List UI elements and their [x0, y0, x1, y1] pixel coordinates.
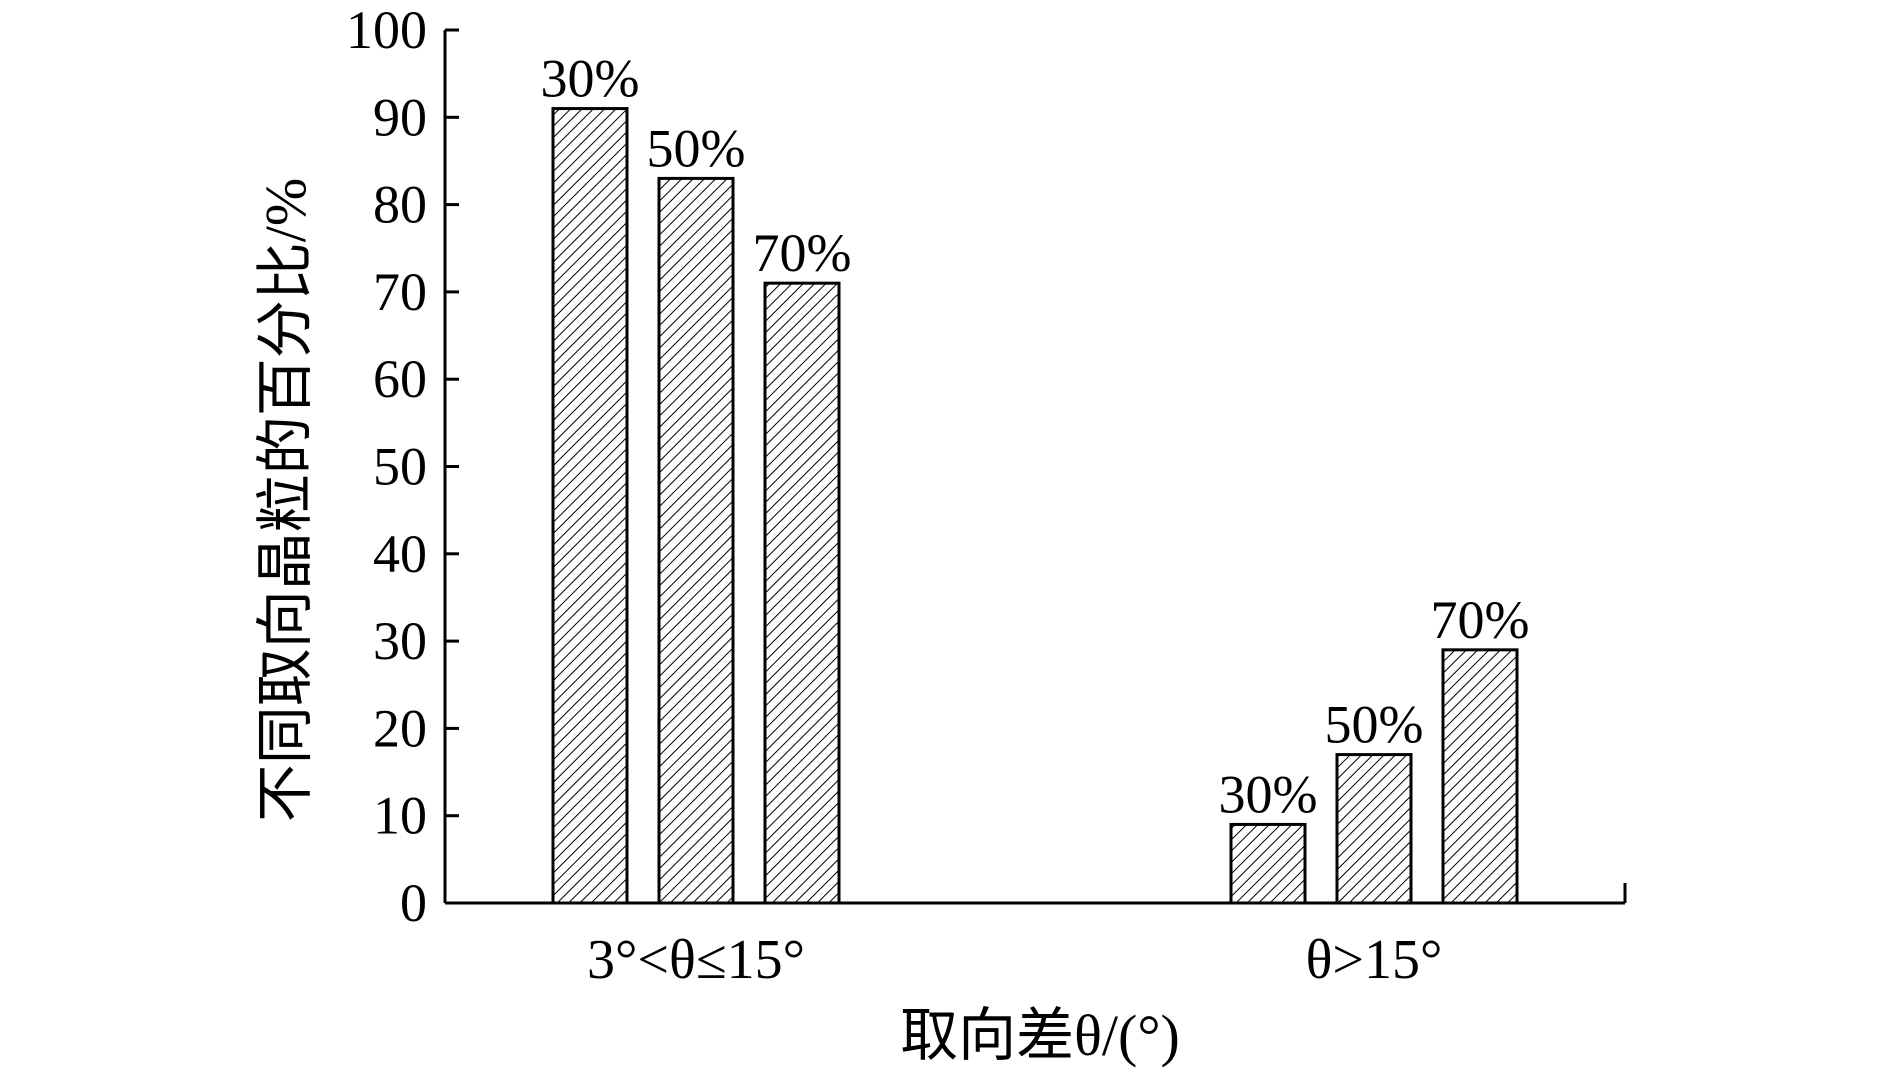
x-category-label: 3°<θ≤15° [587, 929, 805, 991]
bar-2-50pct [1335, 753, 1413, 905]
y-tick-label: 0 [400, 873, 427, 933]
bar-data-label: 50% [1325, 695, 1424, 755]
bar-2-70pct [1441, 648, 1519, 905]
y-axis-title: 不同取向晶粒的百分比/% [253, 178, 318, 822]
bar-data-label: 30% [541, 49, 640, 109]
bar-1-70pct [763, 281, 841, 905]
y-tick-label: 60 [373, 349, 427, 409]
labels-group: 30%50%70%30%50%70%3°<θ≤15° θ>15°取向差θ/(°)不… [253, 49, 1529, 1068]
bar-data-label: 70% [753, 223, 852, 283]
bar-data-label: 70% [1431, 590, 1530, 650]
x-category-label: θ>15° [1306, 929, 1443, 991]
y-ticks-group: 0 10 20 30 40 50 60 70 80 90 100 [346, 0, 459, 933]
bar-data-label: 50% [647, 118, 746, 178]
bars-group [551, 107, 1519, 905]
y-tick-label: 50 [373, 437, 427, 497]
y-tick-label: 90 [373, 87, 427, 147]
bar-1-30pct [551, 107, 629, 905]
bar-data-label: 30% [1219, 764, 1318, 824]
y-tick-label: 70 [373, 262, 427, 322]
x-axis-title: 取向差θ/(°) [900, 1003, 1180, 1068]
y-tick-label: 20 [373, 698, 427, 758]
y-tick-label: 100 [346, 0, 427, 60]
y-tick-label: 30 [373, 611, 427, 671]
y-tick-label: 40 [373, 524, 427, 584]
y-tick-label: 10 [373, 786, 427, 846]
y-tick-label: 80 [373, 175, 427, 235]
bar-2-30pct [1229, 822, 1307, 905]
bar-1-50pct [657, 176, 735, 905]
